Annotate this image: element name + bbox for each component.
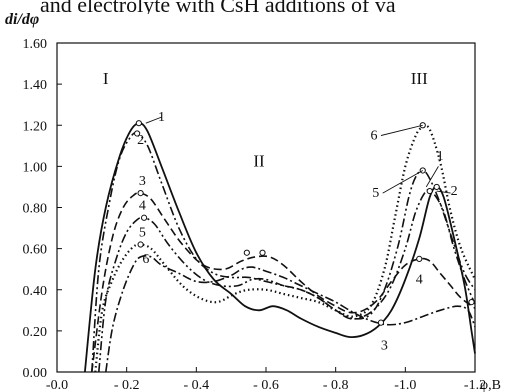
- data-point-marker: [137, 190, 144, 197]
- curve-number-label: 5: [139, 225, 146, 240]
- y-axis-ticks: 0.00 0.20 0.40 0.60 0.80 1.00 1.20 1.40 1.60: [23, 37, 62, 381]
- x-axis-ticks: -0.0 - 0.2 - 0.4 - 0.6 - 0.8 -1.0 -1.2: [46, 367, 486, 392]
- curve-number-label: 4: [416, 273, 423, 288]
- series-line-4: [91, 191, 476, 373]
- region-label: III: [411, 69, 428, 88]
- series-layer: [84, 122, 477, 373]
- x-tick-label: - 0.2: [114, 378, 140, 392]
- data-point-marker: [468, 298, 475, 306]
- region-label: II: [253, 151, 265, 170]
- curve-number-label: 6: [370, 129, 377, 144]
- data-point-marker: [416, 255, 423, 263]
- data-point-marker: [135, 120, 142, 127]
- curve-leader-line: [145, 116, 162, 124]
- x-tick-label: - 0.6: [253, 378, 279, 392]
- curve-number-label: 3: [139, 174, 146, 189]
- data-point-marker: [433, 183, 440, 191]
- series-line-6: [94, 124, 477, 373]
- curve-leader-line: [382, 170, 423, 194]
- data-point-marker: [419, 167, 426, 174]
- y-tick-label: 0.60: [23, 243, 48, 258]
- y-tick-label: 0.40: [23, 284, 48, 299]
- x-tick-label: -1.2: [464, 378, 486, 392]
- data-point-marker: [426, 187, 433, 195]
- y-axis-title: di/dφ: [5, 11, 39, 28]
- curve-leader-line: [436, 190, 451, 194]
- series-line-1: [84, 122, 476, 373]
- curve-number-label: 4: [139, 199, 146, 214]
- x-axis-title: φ,B: [480, 378, 501, 392]
- y-tick-label: 1.00: [23, 160, 48, 175]
- curve-number-label: 1: [158, 110, 165, 125]
- figure-caption-fragment: and electrolyte with CsH additions of va: [40, 0, 396, 14]
- x-tick-label: -0.0: [46, 378, 68, 392]
- data-point-marker: [140, 214, 148, 221]
- data-point-marker: [259, 249, 266, 256]
- plot-frame: [56, 42, 476, 373]
- curve-number-label: 2: [451, 184, 458, 199]
- x-tick-label: - 0.4: [183, 378, 209, 392]
- x-tick-label: -1.0: [394, 378, 416, 392]
- marker-layer: [134, 120, 475, 326]
- curve-number-label: 2: [137, 133, 144, 148]
- y-tick-label: 0.20: [23, 325, 48, 340]
- data-point-marker: [134, 130, 141, 137]
- curve-leader-line: [425, 166, 439, 188]
- region-label: I: [103, 69, 109, 88]
- data-point-marker: [137, 241, 144, 248]
- curve-leader-line: [380, 124, 423, 136]
- y-tick-label: 0.00: [23, 366, 48, 381]
- curve-number-label: 3: [381, 338, 388, 353]
- curve-number-label: 5: [372, 186, 379, 201]
- y-tick-label: 0.80: [23, 202, 48, 217]
- series-line-5: [98, 169, 476, 373]
- x-tick-label: - 0.8: [323, 378, 349, 392]
- data-point-marker: [377, 319, 385, 326]
- y-tick-label: 1.60: [23, 37, 48, 52]
- curve-number-label: 6: [142, 252, 149, 267]
- y-tick-label: 1.40: [23, 78, 48, 93]
- y-tick-label: 1.20: [23, 119, 48, 134]
- curve-number-label: 1: [437, 149, 444, 164]
- data-point-marker: [243, 249, 250, 256]
- series-line-3: [105, 255, 476, 373]
